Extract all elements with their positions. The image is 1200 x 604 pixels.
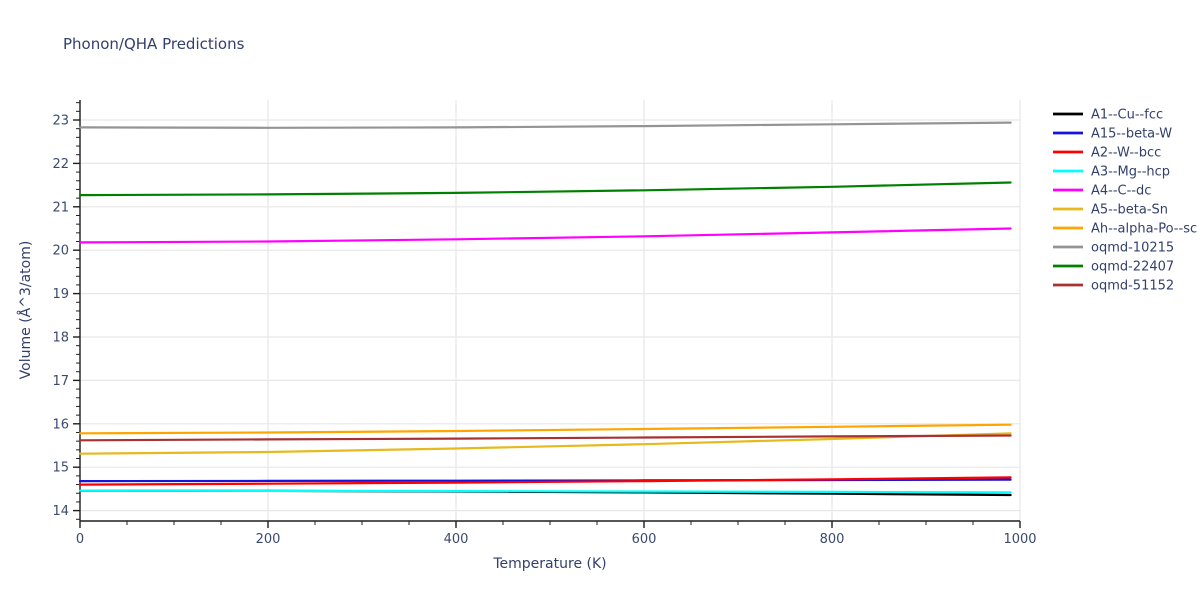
legend-label-oqmd-10215: oqmd-10215 xyxy=(1091,241,1174,256)
x-tick-label: 400 xyxy=(444,532,469,547)
series-line-A2--W--bcc xyxy=(78,476,1012,486)
x-tick-label: 1000 xyxy=(1003,532,1036,547)
legend-item-A5--beta-Sn: A5--beta-Sn xyxy=(1053,203,1168,218)
x-axis-ticks xyxy=(79,521,1021,528)
series-line-A5--beta-Sn xyxy=(78,432,1012,455)
series-line-Ah--alpha-Po--sc xyxy=(78,423,1012,435)
x-tick-label: 600 xyxy=(632,532,657,547)
y-axis-title: Volume (Å^3/atom) xyxy=(17,241,34,380)
y-tick-label: 21 xyxy=(52,200,69,215)
y-tick-label: 17 xyxy=(52,374,69,389)
x-axis-title: Temperature (K) xyxy=(492,556,606,572)
legend-item-A2--W--bcc: A2--W--bcc xyxy=(1053,146,1161,161)
y-tick-label: 18 xyxy=(52,331,69,346)
legend: A1--Cu--fcc A15--beta-W A2--W--bcc A3--Mg--… xyxy=(1053,108,1197,294)
legend-item-oqmd-51152: oqmd-51152 xyxy=(1053,279,1174,294)
legend-item-A15--beta-W: A15--beta-W xyxy=(1053,127,1172,142)
legend-label-A5--beta-Sn: A5--beta-Sn xyxy=(1091,203,1168,218)
y-tick-label: 19 xyxy=(52,287,69,302)
y-tick-label: 20 xyxy=(52,244,69,259)
legend-item-A4--C--dc: A4--C--dc xyxy=(1053,184,1151,199)
series-line-A4--C--dc xyxy=(78,227,1012,244)
legend-item-A3--Mg--hcp: A3--Mg--hcp xyxy=(1053,165,1170,180)
y-tick-label: 16 xyxy=(52,417,69,432)
legend-label-A15--beta-W: A15--beta-W xyxy=(1091,127,1172,142)
legend-label-A1--Cu--fcc: A1--Cu--fcc xyxy=(1091,108,1163,123)
legend-label-A2--W--bcc: A2--W--bcc xyxy=(1091,146,1161,161)
chart-title: Phonon/QHA Predictions xyxy=(63,35,245,53)
x-tick-label: 0 xyxy=(76,532,84,547)
y-tick-label: 23 xyxy=(52,114,69,129)
y-axis-tick-labels: 14 15 16 17 18 19 20 21 22 23 xyxy=(52,114,69,520)
legend-item-A1--Cu--fcc: A1--Cu--fcc xyxy=(1053,108,1163,123)
legend-item-Ah--alpha-Po--sc: Ah--alpha-Po--sc xyxy=(1053,222,1197,237)
x-axis-tick-labels: 0 200 400 600 800 1000 xyxy=(76,532,1037,547)
x-tick-label: 800 xyxy=(820,532,845,547)
legend-label-Ah--alpha-Po--sc: Ah--alpha-Po--sc xyxy=(1091,222,1197,237)
legend-item-oqmd-10215: oqmd-10215 xyxy=(1053,241,1174,256)
series-line-oqmd-51152 xyxy=(78,434,1012,442)
series-line-oqmd-22407 xyxy=(78,181,1012,197)
series-line-A3--Mg--hcp xyxy=(78,489,1012,494)
legend-label-A4--C--dc: A4--C--dc xyxy=(1091,184,1151,199)
y-tick-label: 22 xyxy=(52,157,69,172)
series-line-oqmd-10215 xyxy=(78,121,1012,129)
y-tick-label: 14 xyxy=(52,504,69,519)
x-tick-label: 200 xyxy=(256,532,281,547)
legend-label-A3--Mg--hcp: A3--Mg--hcp xyxy=(1091,165,1170,180)
plot-series-lines xyxy=(78,121,1012,497)
legend-item-oqmd-22407: oqmd-22407 xyxy=(1053,260,1174,275)
legend-label-oqmd-51152: oqmd-51152 xyxy=(1091,279,1174,294)
legend-label-oqmd-22407: oqmd-22407 xyxy=(1091,260,1174,275)
y-tick-label: 15 xyxy=(52,461,69,476)
